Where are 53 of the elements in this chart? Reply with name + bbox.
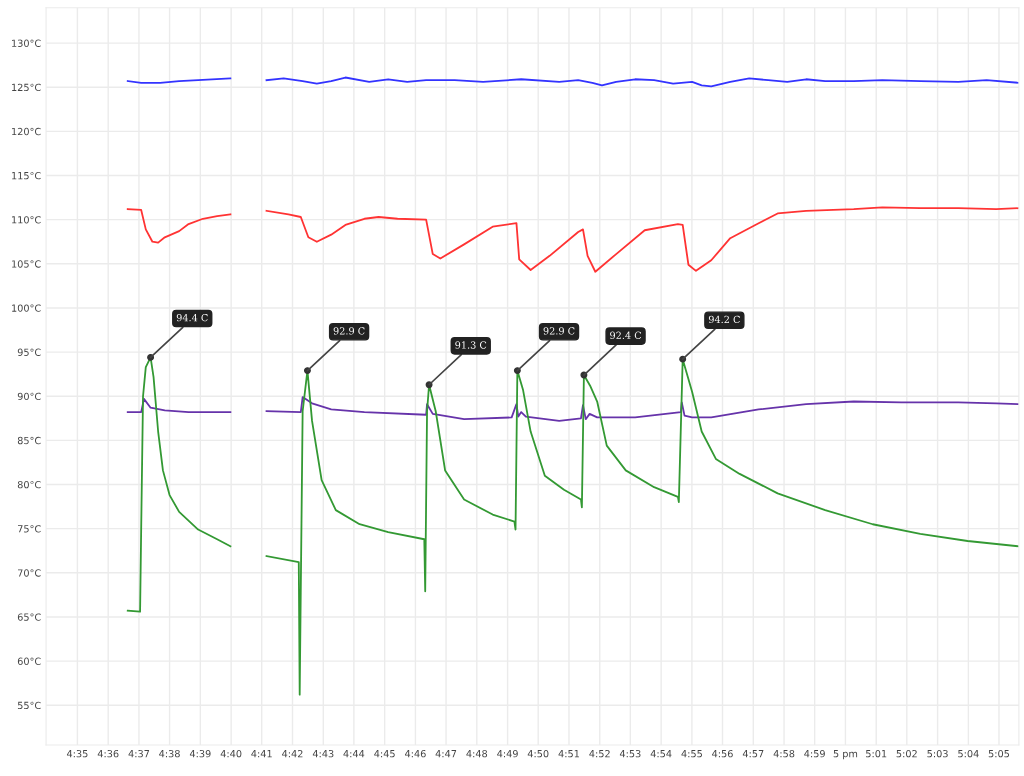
x-tick-label: 5:01 <box>866 749 887 758</box>
x-tick-label: 5:03 <box>927 749 948 758</box>
x-tick-label: 5:04 <box>958 749 979 758</box>
x-tick-label: 4:41 <box>251 750 272 758</box>
x-tick-label: 4:56 <box>712 749 733 758</box>
x-tick-label: 4:55 <box>681 750 702 758</box>
y-tick-label: 125°C <box>12 83 41 92</box>
y-tick-label: 120°C <box>12 127 41 136</box>
y-tick-label: 80°C <box>17 480 41 489</box>
annotation: 91.3 C <box>455 341 487 349</box>
x-tick-label: 4:47 <box>435 750 457 758</box>
x-tick-label: 4:58 <box>773 749 795 758</box>
y-tick-label: 115°C <box>12 171 41 180</box>
x-tick-label: 4:39 <box>189 749 211 758</box>
x-tick-label: 5 pm <box>833 750 858 760</box>
annotation: 94.4 C <box>176 313 208 322</box>
y-tick-label: 70°C <box>17 569 41 577</box>
x-tick-label: 4:43 <box>312 749 334 758</box>
y-tick-label: 100°C <box>12 304 41 312</box>
x-tick-label: 4:37 <box>128 749 150 758</box>
annotation: 92.9 C <box>543 327 575 335</box>
y-tick-label: 130°C <box>12 39 41 47</box>
x-tick-label: 4:45 <box>374 750 395 758</box>
x-tick-label: 4:52 <box>589 749 610 758</box>
x-tick-label: 4:42 <box>282 749 303 758</box>
annotation: 94.2 C <box>708 315 740 324</box>
x-tick-label: 4:50 <box>527 749 549 758</box>
x-tick-label: 5:05 <box>988 749 1010 758</box>
x-tick-label: 4:46 <box>405 749 426 758</box>
x-tick-label: 4:35 <box>66 749 88 758</box>
y-tick-label: 55°C <box>17 701 41 710</box>
x-tick-label: 4:54 <box>650 750 672 758</box>
y-tick-label: 110°C <box>12 216 41 224</box>
x-tick-label: 4:51 <box>558 750 579 758</box>
x-tick-label: 4:44 <box>343 750 365 758</box>
annotation: 92.9 C <box>333 327 365 335</box>
x-tick-label: 4:36 <box>97 749 119 758</box>
x-tick-label: 4:57 <box>742 750 764 758</box>
x-tick-label: 4:40 <box>220 749 242 758</box>
x-tick-label: 4:59 <box>804 749 825 758</box>
x-tick-label: 5:02 <box>896 749 917 758</box>
y-tick-label: 65°C <box>17 613 41 621</box>
y-tick-label: 60°C <box>17 657 41 665</box>
x-tick-label: 4:49 <box>497 749 518 758</box>
annotation: 92.4 C <box>610 331 642 339</box>
y-tick-label: 85°C <box>17 436 41 445</box>
y-tick-label: 90°C <box>17 392 41 401</box>
y-tick-label: 75°C <box>17 525 41 533</box>
y-tick-label: 105°C <box>12 260 41 268</box>
x-tick-label: 4:38 <box>159 749 180 758</box>
x-tick-label: 4:48 <box>466 749 488 758</box>
x-tick-label: 4:53 <box>619 749 641 758</box>
y-tick-label: 95°C <box>17 348 41 356</box>
